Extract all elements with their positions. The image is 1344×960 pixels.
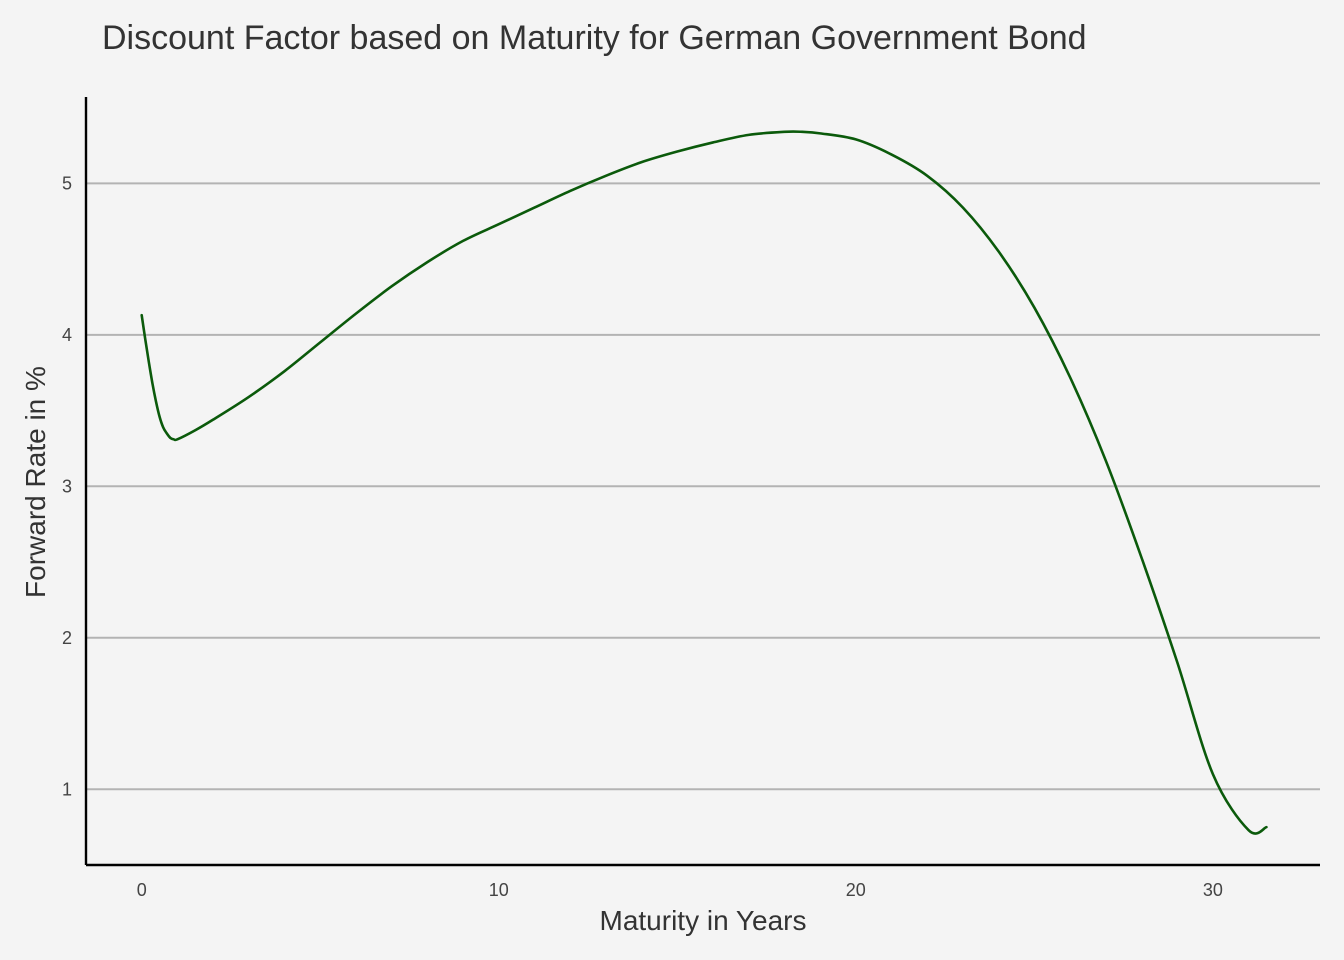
x-tick-label: 10 — [489, 880, 509, 900]
chart-title: Discount Factor based on Maturity for Ge… — [102, 19, 1087, 57]
x-tick-label: 30 — [1203, 880, 1223, 900]
x-tick-label: 0 — [137, 880, 147, 900]
y-tick-label: 2 — [62, 628, 72, 648]
series — [140, 130, 1268, 835]
y-tick-label: 3 — [62, 476, 72, 496]
x-axis-title: Maturity in Years — [600, 905, 807, 936]
forward-rate-line — [140, 130, 1268, 835]
gridlines — [86, 182, 1320, 791]
y-tick-label: 4 — [62, 325, 72, 345]
y-tick-label: 1 — [62, 779, 72, 799]
y-tick-label: 5 — [62, 173, 72, 193]
x-tick-label: 20 — [846, 880, 866, 900]
tick-labels: 1 2 3 4 5 0 10 20 30 — [62, 173, 1223, 900]
axes — [84, 97, 1320, 867]
y-axis-title: Forward Rate in % — [20, 366, 51, 598]
